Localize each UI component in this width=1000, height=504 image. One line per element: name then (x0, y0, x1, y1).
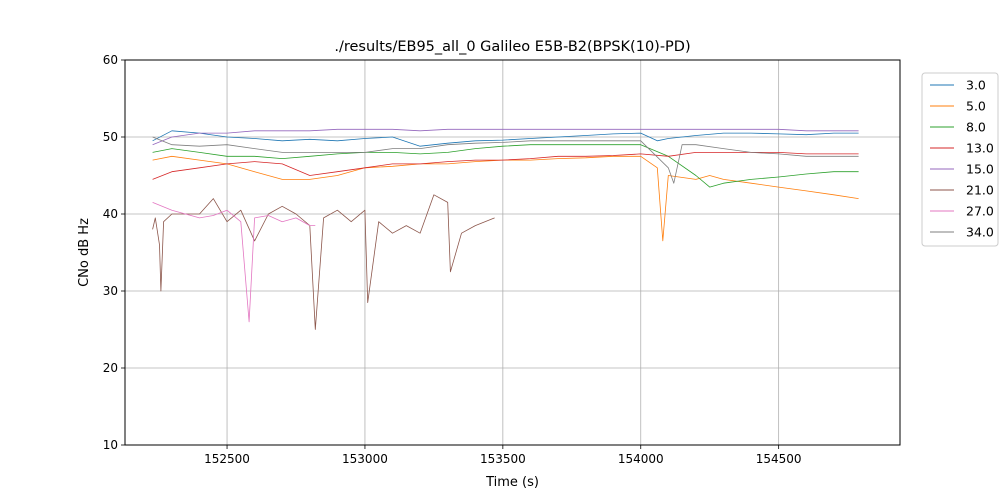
legend-label: 3.0 (966, 78, 986, 93)
series-lines (152, 128, 859, 330)
series-line-27-0 (152, 202, 316, 323)
y-axis-label: CNo dB Hz (77, 218, 92, 287)
legend-label: 34.0 (966, 225, 994, 240)
plot-frame (124, 59, 901, 446)
y-tick-label: 20 (103, 361, 118, 375)
y-tick-label: 50 (103, 130, 118, 144)
series-line-21-0 (152, 194, 495, 330)
series-line-34-0 (152, 136, 859, 184)
plot-area (125, 60, 900, 445)
series-line-13-0 (152, 151, 859, 180)
x-tick-label: 153000 (342, 452, 388, 466)
x-axis-label: Time (s) (485, 475, 539, 490)
legend-label: 8.0 (966, 120, 986, 135)
series-line-15-0 (152, 128, 859, 146)
legend-label: 13.0 (966, 141, 994, 156)
series-line-3-0 (152, 130, 859, 147)
legend-label: 15.0 (966, 162, 994, 177)
x-tick-label: 154000 (618, 452, 664, 466)
legend-label: 5.0 (966, 99, 986, 114)
x-tick-label: 154500 (756, 452, 802, 466)
axis-ticks: 152500 153000 153500 154000 154500 10 20 30 40 50… (103, 53, 802, 466)
legend: 3.0 5.0 8.0 13.0 15.0 21.0 27.0 34.0 (921, 72, 999, 247)
x-tick-label: 152500 (204, 452, 250, 466)
legend-label: 27.0 (966, 204, 994, 219)
chart-title: ./results/EB95_all_0 Galileo E5B-B2(BPSK… (334, 39, 690, 55)
legend-frame (921, 72, 999, 247)
y-tick-label: 60 (103, 53, 118, 67)
series-line-8-0 (152, 144, 859, 188)
legend-label: 21.0 (966, 183, 994, 198)
y-tick-label: 10 (103, 438, 118, 452)
y-tick-label: 30 (103, 284, 118, 298)
x-tick-label: 153500 (480, 452, 526, 466)
y-tick-label: 40 (103, 207, 118, 221)
series-line-5-0 (152, 155, 859, 242)
